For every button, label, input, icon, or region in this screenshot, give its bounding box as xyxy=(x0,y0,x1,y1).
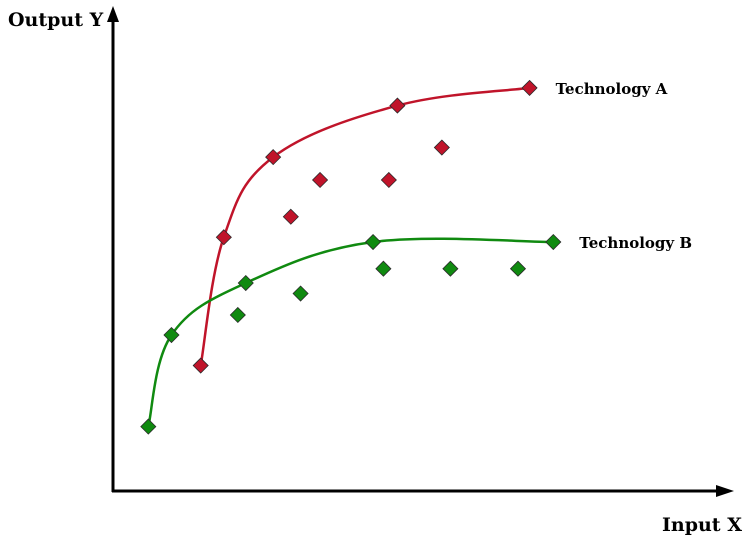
technology-b-frontier-curve xyxy=(147,237,554,427)
technology-a-frontier-curve xyxy=(199,86,530,366)
technology-b-frontier-point xyxy=(140,418,157,435)
technology-a-data-point xyxy=(311,171,329,189)
x-axis-arrow xyxy=(716,485,734,497)
technology-a-data-point xyxy=(282,208,299,225)
technology-a-frontier-point xyxy=(215,229,232,246)
technology-a-frontier-point xyxy=(389,97,406,114)
series-layer: Technology A Technology B xyxy=(140,79,692,435)
technology-b-frontier-point xyxy=(237,274,254,292)
x-axis-label: Input X xyxy=(662,514,742,536)
technology-a-label: Technology A xyxy=(556,80,668,98)
y-axis-arrow xyxy=(107,6,119,22)
technology-b-series: Technology B xyxy=(140,233,692,435)
technology-b-frontier-point xyxy=(163,326,180,344)
technology-b-frontier-point xyxy=(364,233,382,251)
technology-b-data-point xyxy=(442,260,459,277)
technology-b-data-point xyxy=(229,306,246,324)
technology-a-series: Technology A xyxy=(192,79,668,374)
technology-a-frontier-point xyxy=(265,149,282,166)
technology-a-data-point xyxy=(433,139,450,156)
technology-b-data-point xyxy=(292,285,309,302)
technology-b-data-point xyxy=(509,260,527,277)
technology-b-data-point xyxy=(375,260,392,277)
technology-a-frontier-point xyxy=(521,79,538,97)
technology-b-frontier-point xyxy=(545,233,562,251)
technology-b-label: Technology B xyxy=(579,234,692,252)
technology-a-data-point xyxy=(380,171,397,189)
technology-a-frontier-point xyxy=(192,357,209,374)
y-axis-label: Output Y xyxy=(8,9,104,31)
